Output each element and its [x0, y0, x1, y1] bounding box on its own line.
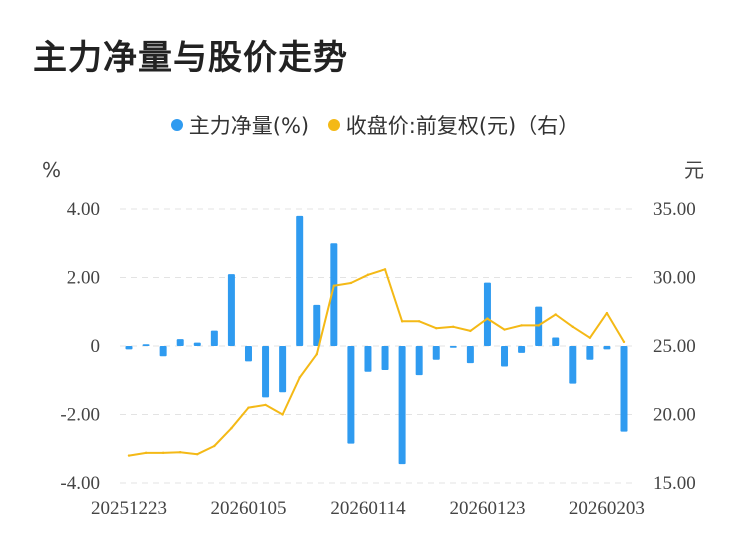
bar [398, 346, 406, 465]
bar-series [125, 215, 628, 465]
line-point [127, 454, 131, 457]
bar [159, 346, 167, 357]
line-point [537, 324, 540, 327]
bar [330, 243, 338, 346]
right-tick-label: 15.00 [653, 473, 696, 494]
right-tick-label: 30.00 [653, 268, 696, 289]
bar [518, 346, 526, 353]
line-point [469, 329, 472, 333]
bar [620, 346, 628, 432]
line-point [503, 328, 506, 331]
line-point [247, 406, 250, 409]
bar [483, 282, 491, 346]
right-axis-ticks: 35.00 30.00 25.00 20.00 15.00 [653, 199, 696, 494]
x-tick-label: 20260123 [449, 498, 525, 519]
legend-dot-bar-icon [170, 119, 183, 131]
line-point [554, 313, 557, 316]
line-point [281, 413, 284, 416]
right-tick-label: 20.00 [653, 405, 696, 426]
line-point [179, 450, 182, 454]
bar [142, 344, 150, 346]
line-point [383, 268, 387, 271]
bar [279, 346, 287, 393]
x-tick-label: 20260114 [330, 498, 406, 519]
line-point [452, 325, 455, 329]
bar [381, 346, 389, 370]
bar [552, 337, 560, 346]
line-point [315, 353, 318, 356]
right-tick-label: 25.00 [653, 336, 696, 357]
bar [415, 346, 423, 376]
bar [466, 346, 474, 364]
line-point [264, 403, 267, 407]
bar [603, 346, 611, 350]
line-point [144, 451, 148, 455]
bar [262, 346, 270, 398]
x-tick-label: 20260105 [210, 498, 286, 519]
chart-title: 主力净量与股价走势 [33, 38, 348, 78]
line-point [230, 427, 233, 430]
line-series [127, 268, 626, 457]
left-axis-unit: % [42, 158, 61, 182]
bar [244, 346, 252, 362]
line-point [588, 336, 592, 339]
left-tick-label: -4.00 [60, 473, 100, 494]
bar [347, 346, 355, 444]
right-tick-label: 35.00 [653, 199, 696, 220]
legend-label-close-price: 收盘价:前复权(元)（右） [345, 114, 580, 138]
line-point [213, 444, 216, 448]
line-point [400, 320, 404, 323]
line-point [520, 324, 523, 327]
line-point [196, 453, 199, 456]
bar [364, 346, 372, 372]
bar [176, 339, 184, 346]
right-axis-unit: 元 [684, 158, 704, 182]
close-price-line [128, 268, 625, 457]
bar [449, 346, 457, 348]
x-tick-label: 20260203 [569, 498, 645, 519]
line-point [332, 284, 336, 287]
line-point [161, 451, 165, 455]
left-tick-label: -2.00 [60, 405, 100, 426]
bar [296, 215, 304, 346]
bar [569, 346, 577, 384]
line-point [349, 281, 353, 285]
bar [313, 304, 321, 346]
line-point [417, 320, 421, 323]
line-point [605, 311, 609, 315]
line-point [435, 326, 438, 330]
legend: 主力净量(%) 收盘价:前复权(元)（右） [0, 110, 750, 140]
line-point [298, 376, 301, 379]
bar [501, 346, 509, 367]
line-point [622, 340, 626, 344]
legend-dot-line-icon [327, 119, 340, 131]
bar [193, 342, 201, 346]
line-point [486, 317, 489, 320]
bar [125, 346, 133, 350]
legend-item-close-price[interactable]: 收盘价:前复权(元)（右） [327, 110, 580, 140]
bar [210, 330, 218, 346]
gridlines [120, 208, 635, 484]
bar [432, 346, 440, 360]
bar [227, 274, 235, 346]
left-axis-ticks: 4.00 2.00 0 -2.00 -4.00 [60, 199, 100, 494]
legend-item-net-volume[interactable]: 主力净量(%) [170, 110, 310, 140]
line-point [571, 325, 574, 329]
legend-label-net-volume: 主力净量(%) [188, 114, 310, 138]
bar [586, 346, 594, 360]
line-point [366, 273, 370, 276]
x-tick-label: 20251223 [91, 498, 167, 519]
x-axis-ticks: 20251223 20260105 20260114 20260123 20260203 [91, 498, 645, 519]
left-tick-label: 4.00 [67, 199, 100, 220]
left-tick-label: 0 [91, 336, 101, 357]
left-tick-label: 2.00 [67, 268, 100, 289]
